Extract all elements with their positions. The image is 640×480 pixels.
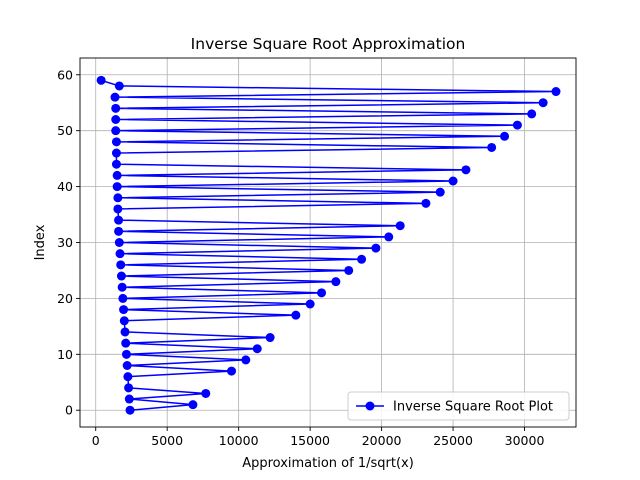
data-point	[121, 349, 131, 359]
data-point	[227, 366, 237, 376]
data-point	[124, 383, 134, 393]
data-point	[527, 109, 537, 119]
data-point	[125, 405, 135, 415]
data-point	[112, 170, 122, 180]
series-layer	[96, 75, 561, 415]
y-tick-label: 10	[57, 347, 73, 362]
data-point	[122, 361, 132, 370]
x-tick-label: 10000	[219, 433, 259, 448]
y-axis-label: Index	[33, 224, 48, 260]
legend-box	[347, 391, 570, 421]
data-point	[448, 176, 458, 186]
data-point	[113, 193, 123, 203]
data-point	[305, 299, 315, 309]
data-point	[116, 260, 126, 270]
data-point	[188, 400, 198, 410]
x-axis-label: Approximation of 1/sqrt(x)	[242, 456, 414, 471]
data-point	[120, 327, 130, 337]
y-tick-label: 30	[57, 235, 73, 250]
x-tick-label: 30000	[505, 433, 545, 448]
x-tick-label: 5000	[151, 433, 183, 448]
data-point	[118, 293, 128, 303]
ticks-layer: 0 5000 10000 15000 20000 25000 30000 0 10 20 30 40 5…	[57, 67, 544, 448]
data-point	[291, 310, 301, 320]
data-point	[395, 221, 405, 231]
data-point	[117, 282, 127, 292]
data-point	[115, 249, 125, 259]
data-point	[331, 277, 341, 287]
y-tick-label: 60	[57, 67, 73, 82]
y-tick-label: 40	[57, 179, 73, 194]
data-point	[512, 120, 522, 130]
data-point	[111, 103, 121, 113]
data-point	[114, 215, 124, 225]
x-tick-label: 0	[92, 433, 100, 448]
data-point	[357, 254, 367, 264]
y-tick-label: 20	[57, 291, 73, 306]
y-tick-label: 0	[65, 403, 73, 418]
data-point	[500, 131, 510, 141]
data-point	[201, 388, 211, 398]
data-point	[344, 265, 354, 275]
legend-label: Inverse Square Root Plot	[393, 400, 553, 415]
data-point	[123, 372, 133, 382]
data-point	[241, 355, 251, 365]
data-point	[384, 232, 394, 242]
data-point	[461, 165, 471, 175]
data-point	[538, 98, 548, 108]
data-point	[317, 288, 327, 298]
legend: Inverse Square Root Plot	[347, 391, 570, 421]
data-point	[112, 182, 122, 192]
data-point	[114, 81, 124, 91]
grid-layer	[80, 58, 576, 427]
data-point	[114, 226, 124, 236]
x-tick-label: 20000	[362, 433, 402, 448]
data-point	[119, 316, 129, 326]
data-point	[124, 394, 134, 404]
series-line	[100, 79, 557, 411]
data-point	[111, 115, 121, 124]
data-point	[111, 159, 121, 169]
y-tick-label: 50	[57, 123, 73, 138]
data-point	[110, 92, 120, 102]
data-point	[551, 87, 561, 97]
chart-title: Inverse Square Root Approximation	[191, 35, 466, 53]
x-tick-label: 15000	[290, 433, 330, 448]
data-point	[111, 148, 121, 158]
data-point	[252, 344, 262, 354]
data-point	[487, 142, 497, 152]
data-point	[96, 75, 106, 85]
data-point	[371, 243, 381, 253]
data-point	[111, 126, 121, 136]
data-point	[111, 137, 121, 147]
data-point	[435, 187, 445, 197]
legend-marker	[365, 401, 375, 411]
data-point	[121, 338, 131, 348]
data-point	[116, 271, 126, 281]
x-tick-label: 25000	[433, 433, 473, 448]
data-point	[114, 238, 124, 247]
data-point	[421, 198, 431, 208]
data-point	[265, 333, 275, 343]
data-point	[119, 305, 129, 315]
data-point	[113, 204, 123, 214]
